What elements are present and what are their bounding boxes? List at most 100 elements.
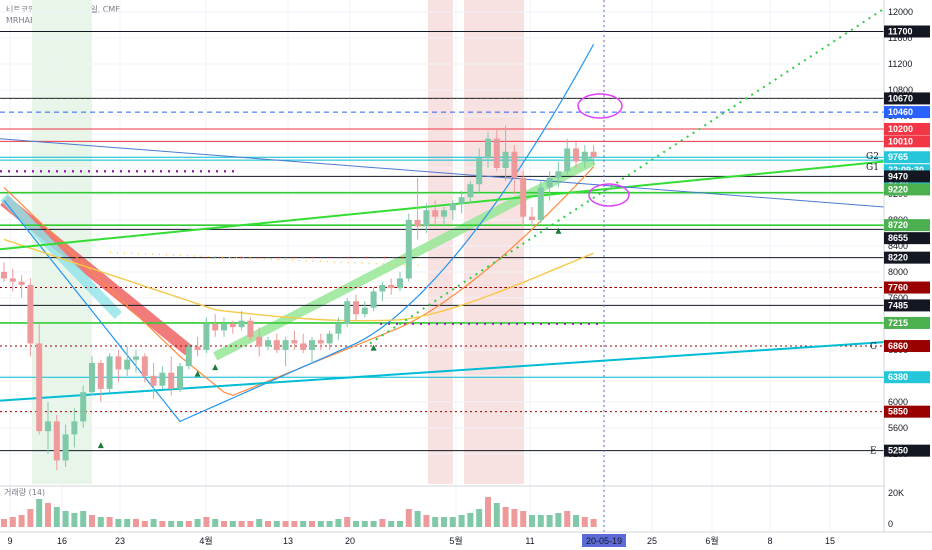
volume-bar	[265, 521, 271, 527]
price-tag-label: 7485	[888, 300, 908, 310]
candle-body	[27, 284, 34, 344]
volume-bar	[273, 521, 280, 527]
candle-body	[493, 138, 500, 168]
red-shade-region	[464, 0, 524, 484]
price-tag	[884, 444, 930, 457]
y-tick-label: 12000	[888, 7, 913, 17]
y-tick-label: 8000	[888, 267, 908, 277]
volume-bar	[397, 521, 403, 527]
y-tick-label: 7600	[888, 293, 908, 303]
volume-bar	[309, 521, 315, 527]
x-tick-label: 13	[283, 536, 293, 546]
price-tag	[884, 25, 930, 38]
yellow-dotted-line	[109, 251, 421, 267]
buy-signal-marker	[97, 442, 104, 449]
volume-bar	[168, 521, 175, 527]
candle-body	[247, 320, 254, 337]
time-axis[interactable]: 9 16 23 4월 13 20 5월 11 20-05-19 25 6월 8 15	[0, 531, 932, 547]
volume-bar	[282, 521, 289, 527]
volume-bar	[141, 521, 148, 527]
candle-body	[273, 340, 280, 350]
green-trend-line	[0, 160, 885, 251]
volume-bar	[529, 515, 535, 527]
x-tick-label: 6월	[705, 535, 718, 546]
candle-body	[581, 151, 588, 162]
candle-body	[441, 210, 447, 217]
candle-body	[282, 340, 289, 350]
candle-body	[414, 219, 421, 227]
candle-body	[573, 148, 579, 162]
volume-bar	[9, 517, 16, 527]
candle-body	[564, 148, 571, 172]
blue-ma-line	[3, 43, 595, 423]
volume-bar	[221, 521, 227, 527]
price-tag	[884, 219, 930, 232]
volume-bar	[53, 507, 60, 527]
volume-bar	[1, 519, 7, 527]
price-tag	[884, 299, 930, 312]
candle-body	[449, 203, 456, 211]
price-tag	[884, 183, 930, 196]
candle-body	[520, 177, 527, 217]
highlight-circle	[577, 93, 623, 119]
candle-body	[458, 197, 465, 204]
x-tick-label: 4월	[199, 535, 212, 546]
candle-body	[370, 291, 377, 308]
candle-body	[185, 346, 192, 367]
y-tick-label: 5600	[888, 423, 908, 433]
candle-body	[423, 210, 430, 227]
volume-bar	[212, 519, 219, 527]
volume-bar	[36, 499, 43, 527]
buy-signal-marker	[370, 344, 377, 351]
y-tick-label: 11600	[888, 33, 912, 43]
candle-body	[317, 340, 324, 344]
candle-body	[168, 372, 175, 389]
volume-bar	[476, 509, 483, 527]
volume-bar	[89, 515, 95, 527]
candle-body	[18, 281, 25, 285]
cyan-trend-line	[0, 341, 885, 402]
volume-bar	[291, 521, 298, 527]
volume-bar	[379, 519, 386, 527]
volume-bar	[467, 513, 474, 527]
candle-body	[1, 271, 7, 279]
volume-bar	[18, 515, 25, 527]
candle-body	[9, 278, 16, 282]
x-tick-label: 11	[525, 536, 534, 546]
volume-tick-label: 20K	[888, 488, 904, 498]
cyan-ribbon	[0, 193, 122, 319]
candle-body	[300, 343, 307, 350]
y-tick-label: 10800	[888, 85, 913, 95]
x-tick-label: 20-05-19	[586, 536, 622, 546]
volume-bar	[502, 507, 509, 527]
price-tag	[884, 340, 930, 353]
candle-body	[511, 151, 518, 178]
x-tick-label: 8	[767, 536, 772, 546]
candle-body	[388, 284, 395, 289]
candle-body	[256, 336, 263, 347]
candle-body	[159, 372, 166, 386]
price-tag	[884, 106, 930, 119]
price-tag	[884, 251, 930, 264]
candle-body	[115, 356, 122, 370]
volume-bar	[405, 509, 412, 527]
price-tag	[884, 151, 930, 164]
candle-body	[124, 359, 131, 370]
candle-body	[194, 346, 201, 350]
candle-body	[291, 340, 298, 344]
price-tag-label: 10670	[888, 93, 913, 103]
annotation-label: G2	[866, 152, 879, 162]
volume-bar	[71, 513, 78, 527]
volume-bar	[106, 517, 113, 527]
annotation-label: E	[870, 447, 877, 457]
price-tag-label: 9720	[888, 178, 908, 188]
price-tag	[884, 170, 930, 183]
volume-bar	[458, 515, 465, 527]
candle-body	[238, 320, 245, 328]
x-tick-label: 25	[647, 536, 657, 546]
price-tag-label: 22:09:30	[888, 165, 924, 175]
volume-bar	[537, 515, 544, 527]
candles-layer	[1, 125, 597, 471]
price-tag-label: 5250	[888, 446, 908, 456]
